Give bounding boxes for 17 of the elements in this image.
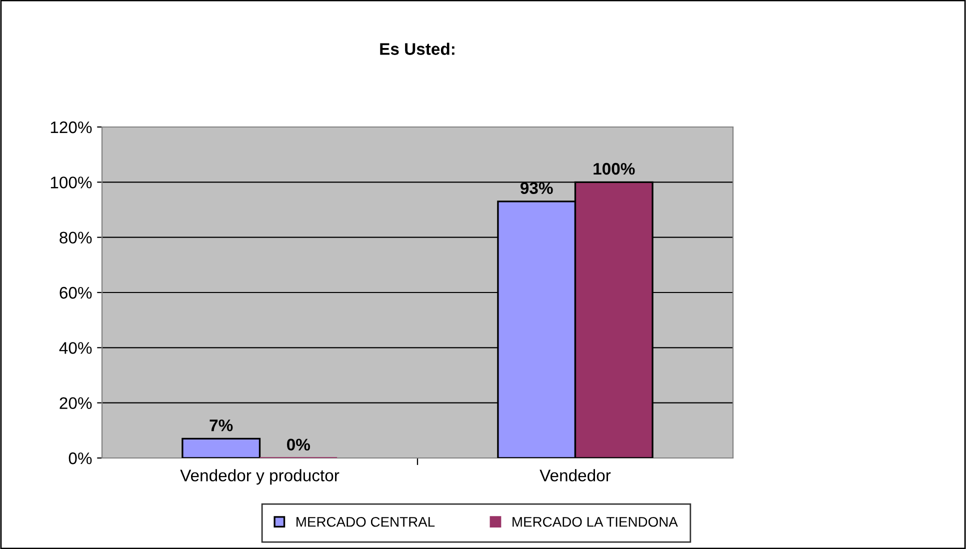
chart-title: Es Usted: — [380, 42, 454, 55]
x-tick-label: Vendedor — [540, 469, 611, 482]
x-tick-label: Vendedor y productor — [180, 469, 340, 485]
y-tick-label: 120% — [50, 121, 92, 134]
data-label: 0% — [287, 438, 310, 451]
y-tick-label: 40% — [59, 342, 92, 354]
y-tick-label: 20% — [60, 397, 92, 410]
legend-label: MERCADO CENTRAL — [296, 516, 435, 527]
y-tick-label: 60% — [60, 286, 92, 299]
legend-label: MERCADO LA TIENDONA — [512, 516, 678, 527]
data-label: 7% — [210, 419, 233, 432]
y-tick-label: 100% — [50, 176, 92, 188]
y-tick-label: 80% — [60, 232, 92, 244]
bar — [182, 438, 261, 458]
data-label: 100% — [594, 162, 635, 175]
y-tick-label: 0% — [68, 452, 92, 464]
data-label: 93% — [520, 182, 553, 194]
